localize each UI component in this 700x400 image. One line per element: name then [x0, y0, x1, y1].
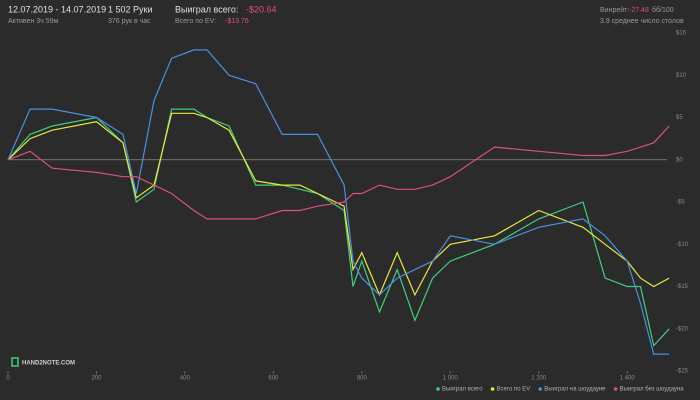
ev-label: Всего по EV:	[175, 18, 216, 25]
date-range: 12.07.2019 - 14.07.2019	[8, 4, 106, 14]
hands-per-hour: 376 рук в час	[108, 18, 151, 25]
y-tick-label: -$20	[676, 326, 689, 332]
legend-label: Выиграл без шоудауна	[620, 387, 685, 393]
y-tick-label: -$25	[676, 369, 689, 375]
legend-label: Всего по EV	[497, 387, 531, 393]
x-tick-label: 400	[180, 376, 191, 382]
x-tick-label: 200	[91, 376, 102, 382]
winrate-value: -27.48	[629, 7, 649, 14]
y-tick-label: $10	[676, 73, 687, 79]
x-tick-label: 1 200	[531, 376, 547, 382]
series-line	[7, 112, 670, 297]
x-tick-label: 600	[268, 376, 279, 382]
tables: 3.9 среднее число столов	[600, 18, 684, 25]
x-tick-label: 0	[6, 376, 10, 382]
legend-dot	[538, 387, 543, 391]
y-tick-label: -$10	[676, 242, 689, 248]
legend-label: Выиграл на шоудауне	[544, 387, 606, 393]
active: Активен 3ч 59м	[8, 18, 59, 25]
x-tick-label: 1 000	[443, 376, 459, 382]
legend-dot	[490, 387, 495, 391]
hands: 1 502 Руки	[108, 4, 153, 14]
series-line	[7, 108, 670, 347]
winrate-unit: бб/100	[652, 6, 674, 14]
won-value: -$20.64	[246, 4, 277, 14]
series-line	[7, 49, 670, 355]
ev-value: -$13.76	[225, 18, 249, 25]
y-tick-label: $15	[676, 31, 687, 37]
logo-icon	[11, 357, 19, 367]
winrate-label: Винрейт:	[600, 6, 629, 14]
y-tick-label: $5	[676, 115, 683, 121]
legend-dot	[613, 387, 618, 391]
won-label: Выиграл всего:	[175, 4, 238, 14]
x-tick-label: 800	[357, 376, 368, 382]
y-tick-label: $0	[676, 157, 683, 163]
legend-label: Выиграл всего	[442, 387, 483, 393]
legend-dot	[436, 387, 440, 391]
y-tick-label: -$15	[676, 284, 689, 290]
y-tick-label: -$5	[676, 200, 685, 206]
x-tick-label: 1 400	[620, 376, 636, 382]
series-line	[7, 125, 670, 220]
logo: HAND2NOTE.COM	[22, 361, 75, 367]
